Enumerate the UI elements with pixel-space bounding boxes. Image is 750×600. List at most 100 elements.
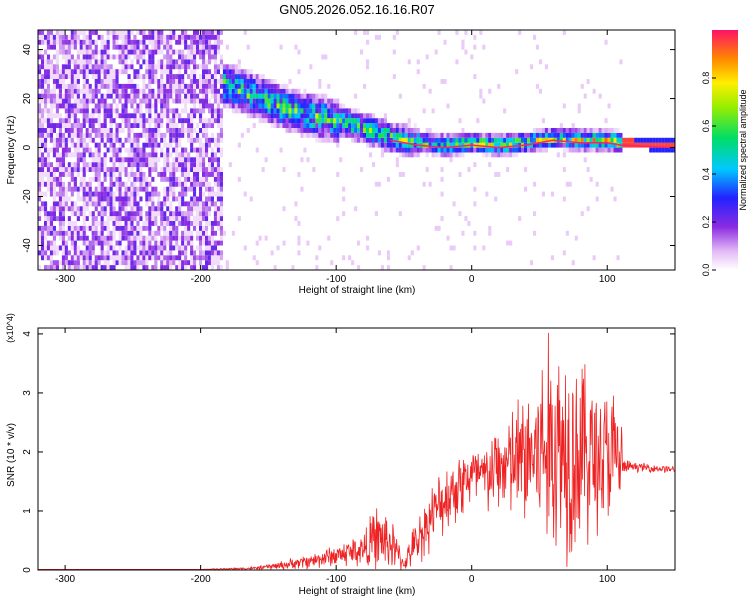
spectrogram-cell: [479, 93, 483, 99]
spectrogram-cell: [91, 162, 95, 168]
spectrogram-cell: [210, 196, 214, 202]
spectrogram-cell: [169, 39, 173, 45]
spectrogram-cell: [601, 142, 605, 148]
spectrogram-cell: [535, 83, 539, 89]
spectrogram-cell: [38, 30, 42, 35]
spectrogram-cell: [276, 118, 280, 124]
spectrogram-cell: [210, 191, 214, 197]
spectrogram-cell: [166, 216, 170, 221]
spectrogram-cell: [205, 176, 209, 182]
spectrogram-cell: [410, 137, 414, 143]
spectrogram-cell: [52, 186, 56, 192]
spectrogram-cell: [103, 191, 107, 197]
colorbar-tick-label: 0.4: [701, 168, 711, 181]
spectrogram-cell: [38, 147, 42, 153]
spectrogram-cell: [58, 201, 62, 207]
spectrogram-cell: [115, 221, 119, 226]
spectrogram-cell: [339, 113, 343, 119]
spectrogram-cell: [38, 137, 42, 143]
spectrogram-cell: [243, 83, 247, 89]
spectrogram-cell: [455, 59, 459, 65]
spectrogram-cell: [88, 240, 92, 246]
spectrogram-cell: [187, 221, 191, 226]
spectrogram-cell: [234, 79, 238, 84]
spectrogram-cell: [44, 59, 48, 65]
spectrogram-cell: [205, 152, 209, 158]
spectrogram-cell: [154, 74, 158, 79]
spectrogram-cell: [142, 74, 146, 79]
spectrogram-cell: [103, 128, 107, 133]
spectrogram-cell: [210, 240, 214, 246]
spectrogram-cell: [61, 152, 65, 158]
spectrogram-cell: [115, 255, 119, 261]
spectrogram-cell: [354, 113, 358, 119]
spectrogram-cell: [76, 152, 80, 158]
spectrogram-cell: [130, 181, 134, 187]
spectrogram-cell: [425, 128, 429, 133]
spectrogram-cell: [166, 88, 170, 94]
spectrogram-cell: [312, 93, 316, 99]
spectrogram-cell: [452, 245, 456, 251]
spectrogram-cell: [398, 211, 402, 217]
spectrogram-cell: [112, 132, 116, 138]
spectrogram-cell: [380, 152, 384, 158]
spectrogram-cell: [440, 216, 444, 221]
spectrogram-cell: [294, 98, 298, 104]
spectrogram-cell: [115, 83, 119, 89]
spectrogram-cell: [219, 123, 223, 128]
spectrogram-cell: [148, 191, 152, 197]
spectrogram-cell: [178, 128, 182, 133]
spectrogram-cell: [574, 235, 578, 241]
spectrogram-cell: [112, 98, 116, 104]
spectrogram-cell: [133, 265, 137, 270]
spectrogram-cell: [70, 152, 74, 158]
spectrogram-cell: [145, 152, 149, 158]
spectrogram-cell: [91, 235, 95, 241]
spectrogram-cell: [303, 128, 307, 133]
spectrogram-cell: [216, 103, 220, 109]
spectrogram-cell: [166, 44, 170, 50]
spectrogram-cell: [136, 137, 140, 143]
spectrogram-cell: [142, 39, 146, 45]
spectrogram-cell: [425, 132, 429, 138]
spectrogram-cell: [82, 265, 86, 270]
spectrogram-cell: [97, 132, 101, 138]
spectrogram-cell: [410, 250, 414, 256]
spectrogram-cell: [279, 83, 283, 89]
spectrogram-cell: [354, 108, 358, 114]
spectrogram-cell: [127, 250, 131, 256]
spectrogram-cell: [210, 108, 214, 114]
spectrogram-cell: [380, 128, 384, 133]
spectrogram-cell: [196, 216, 200, 221]
spectrogram-cell: [476, 137, 480, 143]
x-tick-label: 0: [469, 274, 475, 285]
spectrogram-cell: [616, 137, 620, 143]
spectrogram-cell: [285, 103, 289, 109]
spectrogram-cell: [488, 230, 492, 236]
spectrogram-cell: [178, 211, 182, 217]
spectrogram-cell: [184, 69, 188, 75]
spectrogram-cell: [130, 142, 134, 148]
spectrogram-cell: [199, 108, 203, 114]
spectrogram-cell: [64, 103, 68, 109]
spectrogram-cell: [109, 142, 113, 148]
spectrogram-cell: [202, 142, 206, 148]
spectrogram-cell: [222, 103, 226, 109]
spectrogram-cell: [205, 93, 209, 99]
spectrogram-cell: [473, 147, 477, 153]
spectrogram-cell: [106, 230, 110, 236]
spectrogram-cell: [178, 83, 182, 89]
spectrogram-cell: [237, 88, 241, 94]
spectrogram-cell: [240, 79, 244, 84]
spectrogram-cell: [136, 152, 140, 158]
spectrogram-cell: [553, 132, 557, 138]
spectrogram-cell: [73, 39, 77, 45]
spectrogram-cell: [172, 34, 176, 40]
spectrogram-cell: [85, 181, 89, 187]
spectrogram-cell: [130, 152, 134, 158]
spectrogram-cell: [193, 74, 197, 79]
spectrogram-cell: [112, 172, 116, 177]
spectrogram-cell: [151, 64, 155, 70]
spectrogram-cell: [169, 108, 173, 114]
spectrogram-cell: [410, 142, 414, 148]
